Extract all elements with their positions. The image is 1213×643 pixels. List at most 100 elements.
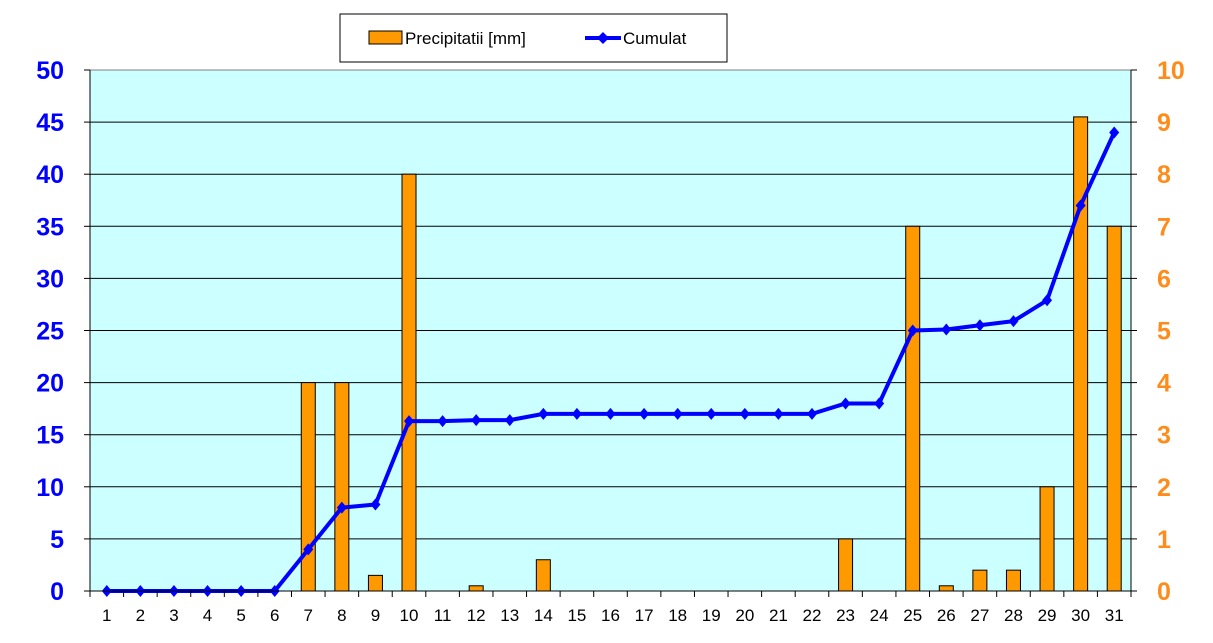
right-tick-label: 2 bbox=[1157, 474, 1171, 502]
right-tick-label: 6 bbox=[1157, 265, 1171, 293]
x-tick-label: 30 bbox=[1071, 606, 1090, 625]
precip-bar bbox=[334, 382, 350, 592]
right-tick-label: 10 bbox=[1157, 57, 1185, 85]
right-tick-label: 5 bbox=[1157, 318, 1171, 346]
cumulat-point bbox=[1109, 126, 1120, 139]
x-tick-label: 3 bbox=[169, 606, 178, 625]
x-tick-label: 8 bbox=[337, 606, 346, 625]
cumulat-point bbox=[1075, 199, 1086, 212]
x-tick-label: 13 bbox=[500, 606, 519, 625]
x-tick-label: 16 bbox=[601, 606, 620, 625]
cumulat-point bbox=[773, 407, 784, 420]
precip-bar bbox=[535, 559, 551, 592]
precip-bar bbox=[1005, 569, 1021, 592]
precip-bar bbox=[468, 585, 484, 592]
cumulat-point bbox=[504, 414, 515, 427]
cumulat-point bbox=[1008, 315, 1019, 328]
right-tick-label: 9 bbox=[1157, 109, 1171, 137]
x-tick-label: 19 bbox=[702, 606, 721, 625]
x-tick-label: 17 bbox=[635, 606, 654, 625]
x-tick-label: 23 bbox=[836, 606, 855, 625]
x-tick-label: 15 bbox=[567, 606, 586, 625]
left-tick-label: 40 bbox=[36, 161, 64, 189]
cumulat-point bbox=[437, 415, 448, 428]
cumulat-point bbox=[874, 397, 885, 410]
x-tick-label: 2 bbox=[136, 606, 145, 625]
legend: Precipitatii [mm] Cumulat bbox=[339, 13, 728, 63]
cumulat-point bbox=[974, 319, 985, 332]
cumulat-point bbox=[907, 324, 918, 337]
left-tick-label: 35 bbox=[36, 213, 64, 241]
precip-bar bbox=[1106, 225, 1122, 592]
cumulat-point bbox=[471, 414, 482, 427]
legend-box bbox=[339, 13, 728, 63]
left-tick-label: 10 bbox=[36, 474, 64, 502]
x-tick-label: 10 bbox=[400, 606, 419, 625]
cumulat-point bbox=[840, 397, 851, 410]
x-tick-label: 26 bbox=[937, 606, 956, 625]
x-tick-label: 9 bbox=[371, 606, 380, 625]
precip-bar bbox=[938, 585, 954, 592]
x-tick-label: 28 bbox=[1004, 606, 1023, 625]
left-tick-label: 45 bbox=[36, 109, 64, 137]
left-tick-label: 0 bbox=[50, 578, 64, 606]
x-tick-label: 22 bbox=[803, 606, 822, 625]
x-tick-label: 11 bbox=[434, 606, 452, 625]
x-tick-label: 31 bbox=[1105, 606, 1124, 625]
x-tick-label: 1 bbox=[102, 606, 111, 625]
right-tick-label: 0 bbox=[1157, 578, 1171, 606]
cumulat-point bbox=[303, 543, 314, 556]
precip-bar bbox=[367, 574, 383, 592]
x-tick-label: 6 bbox=[270, 606, 279, 625]
x-tick-label: 14 bbox=[534, 606, 553, 625]
left-tick-label: 5 bbox=[50, 526, 64, 554]
precip-bar bbox=[972, 569, 988, 592]
left-tick-label: 25 bbox=[36, 318, 64, 346]
x-tick-label: 24 bbox=[870, 606, 889, 625]
cumulat-point bbox=[806, 407, 817, 420]
left-tick-label: 50 bbox=[36, 57, 64, 85]
axes bbox=[84, 69, 1137, 597]
x-tick-label: 7 bbox=[304, 606, 313, 625]
cumulat-point bbox=[404, 415, 415, 428]
bar-series bbox=[300, 116, 1122, 592]
x-tick-label: 21 bbox=[769, 606, 788, 625]
left-tick-label: 30 bbox=[36, 265, 64, 293]
gridlines bbox=[90, 121, 1131, 540]
x-tick-label: 25 bbox=[903, 606, 922, 625]
precip-bar bbox=[1039, 486, 1055, 592]
x-tick-label: 29 bbox=[1038, 606, 1057, 625]
precip-bar bbox=[905, 225, 921, 592]
x-tick-label: 27 bbox=[970, 606, 989, 625]
cumulat-point bbox=[538, 407, 549, 420]
precip-bar bbox=[838, 538, 854, 592]
right-axis-ticks: 0 1 2 3 4 5 6 7 8 9 10 bbox=[1157, 57, 1185, 606]
cumulat-point bbox=[370, 498, 381, 511]
cumulat-point bbox=[571, 407, 582, 420]
legend-line-label: Cumulat bbox=[623, 29, 687, 48]
x-axis-ticks: 1 2 3 4 5 6 7 8 9 10 11 12 13 14 15 16 17 18 19 20 21 22 23 24 2… bbox=[102, 606, 1124, 625]
cumulat-point bbox=[706, 407, 717, 420]
precip-bar bbox=[401, 173, 417, 592]
right-tick-label: 8 bbox=[1157, 161, 1171, 189]
precip-bar bbox=[300, 382, 316, 592]
right-tick-label: 3 bbox=[1157, 422, 1171, 450]
cumulat-point bbox=[336, 501, 347, 514]
x-tick-label: 20 bbox=[735, 606, 754, 625]
cumulat-point bbox=[672, 407, 683, 420]
cumulat-point bbox=[639, 407, 650, 420]
precip-bar bbox=[1073, 116, 1089, 592]
x-tick-label: 18 bbox=[668, 606, 687, 625]
right-tick-label: 7 bbox=[1157, 213, 1171, 241]
legend-line-marker bbox=[597, 32, 609, 44]
cumulat-point bbox=[605, 407, 616, 420]
x-tick-label: 5 bbox=[236, 606, 245, 625]
legend-bar-label: Precipitatii [mm] bbox=[405, 29, 526, 48]
x-tick-label: 12 bbox=[467, 606, 486, 625]
left-axis-ticks: 0 5 10 15 20 25 30 35 40 45 50 bbox=[36, 57, 64, 606]
x-tick-label: 4 bbox=[203, 606, 212, 625]
cumulat-point bbox=[941, 323, 952, 336]
legend-bar-swatch bbox=[368, 30, 403, 45]
cumulat-point bbox=[739, 407, 750, 420]
